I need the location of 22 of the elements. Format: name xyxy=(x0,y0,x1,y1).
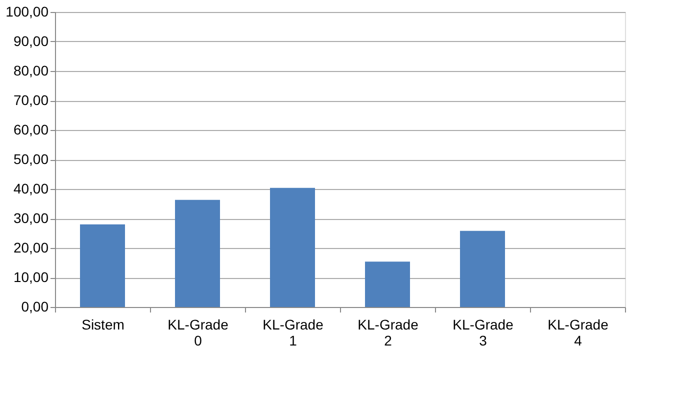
bar xyxy=(175,200,220,307)
x-tick-label: KL-Grade 3 xyxy=(452,316,514,348)
x-tick-label: KL-Grade 4 xyxy=(548,316,609,348)
y-tick-label: 70,00 xyxy=(13,92,49,108)
x-tick-label: Sistem xyxy=(82,316,124,332)
y-tick-label: 20,00 xyxy=(13,240,49,256)
bar xyxy=(270,188,315,307)
y-tick-label: 10,00 xyxy=(13,269,49,285)
bar xyxy=(80,224,125,307)
x-tick-label: KL-Grade 1 xyxy=(262,316,324,348)
y-tick-label: 90,00 xyxy=(13,33,49,49)
y-tick-label: 40,00 xyxy=(13,180,49,196)
y-tick-label: 0,00 xyxy=(21,298,49,314)
y-tick-label: 30,00 xyxy=(13,210,49,226)
y-tick-label: 60,00 xyxy=(13,122,49,138)
bar xyxy=(365,262,410,307)
y-tick-label: 80,00 xyxy=(13,62,49,78)
x-tick-label: KL-Grade 2 xyxy=(358,316,419,348)
y-tick-label: 50,00 xyxy=(13,151,49,167)
x-tick-label: KL-Grade 0 xyxy=(168,316,229,348)
y-tick-label: 100,00 xyxy=(6,4,49,20)
bar xyxy=(460,230,505,307)
